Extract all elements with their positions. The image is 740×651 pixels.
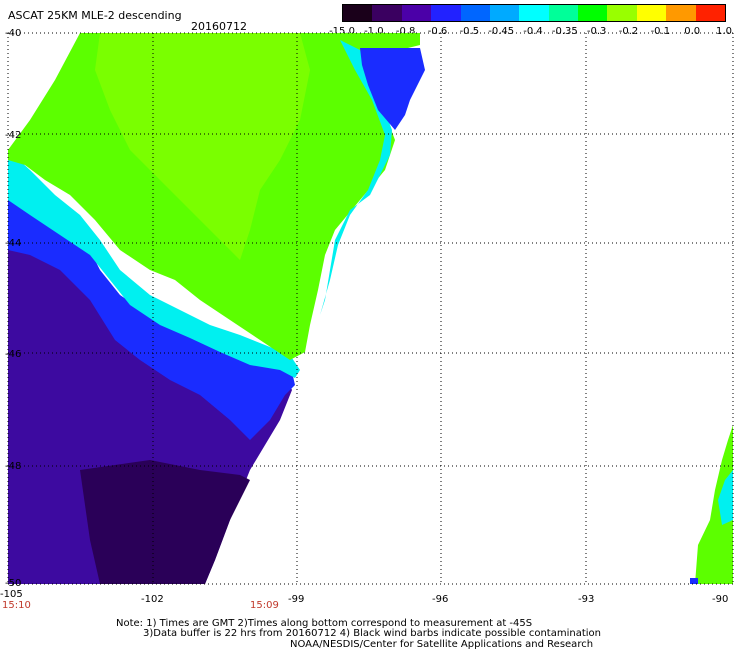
swath-dark-region — [80, 460, 250, 584]
right-swath-blue — [690, 578, 698, 584]
lon-label-93: -93 — [578, 594, 595, 605]
note-line-3: NOAA/NESDIS/Center for Satellite Applica… — [290, 639, 594, 650]
lat-label-44: -44 — [5, 238, 22, 249]
colorbar-tick-label: -0.2 — [618, 26, 639, 37]
right-swath-cyan — [718, 470, 733, 525]
colorbar-segment — [578, 5, 608, 21]
colorbar-tick-label: -0.8 — [395, 26, 416, 37]
colorbar-tick-label: -0.5 — [459, 26, 480, 37]
note-line-2: 3)Data buffer is 22 hrs from 20160712 4)… — [143, 628, 601, 639]
swath-blue-region — [8, 165, 295, 440]
colorbar-tick-label: -0.45 — [488, 26, 515, 37]
colorbar-tick-label: -0.1 — [650, 26, 671, 37]
colorbar-tick-label: -0.35 — [551, 26, 578, 37]
lon-label-99: -99 — [288, 594, 305, 605]
colorbar-segment — [519, 5, 550, 21]
colorbar-segment — [607, 5, 638, 21]
map-title: ASCAT 25KM MLE-2 descending — [8, 9, 182, 22]
colorbar-segment — [431, 5, 462, 21]
lat-label-48: -48 — [5, 461, 22, 472]
swath-cyan-edge — [320, 40, 392, 315]
colorbar — [342, 4, 726, 22]
colorbar-tick-label: -0.4 — [523, 26, 543, 37]
map-date: 20160712 — [191, 20, 247, 33]
colorbar-segment — [666, 5, 697, 21]
swath-layer — [8, 33, 733, 584]
swath-corner-purple — [360, 48, 425, 130]
lat-label-46: -46 — [5, 349, 22, 360]
colorbar-segment — [636, 5, 667, 21]
colorbar-tick-label: -0.6 — [427, 26, 448, 37]
note-line-1: Note: 1) Times are GMT 2)Times along bot… — [116, 618, 533, 629]
colorbar-segment — [460, 5, 491, 21]
swath-highlight — [95, 33, 310, 260]
colorbar-segment — [401, 5, 432, 21]
lat-label-40: -40 — [5, 28, 22, 39]
colorbar-segment — [372, 5, 403, 21]
lon-label-105: -105 — [0, 589, 23, 600]
lon-label-96: -96 — [432, 594, 449, 605]
colorbar-tick-label: -0.3 — [586, 26, 607, 37]
lat-lon-grid — [7, 32, 734, 585]
right-swath-green — [695, 425, 733, 584]
lat-label-50: -50 — [5, 578, 22, 589]
time-label-left: 15:10 — [2, 600, 31, 611]
colorbar-ticks: -15.0 -1.0 -0.8 -0.6 -0.5 -0.45 -0.4 -0.35 -0.3-… — [329, 26, 732, 38]
colorbar-tick-label: 1.0 — [716, 26, 732, 37]
colorbar-segment — [548, 5, 579, 21]
colorbar-segment — [489, 5, 520, 21]
lon-label-90: -90 — [712, 594, 729, 605]
swath-cyan-region — [8, 150, 300, 378]
lat-label-42: -42 — [5, 130, 22, 141]
colorbar-tick-label: -15.0 — [329, 26, 355, 37]
colorbar-segment — [695, 5, 726, 21]
lon-label-102: -102 — [141, 594, 164, 605]
colorbar-tick-label: 0.0 — [684, 26, 701, 37]
colorbar-tick-label: -1.0 — [364, 26, 384, 37]
colorbar-segment — [343, 5, 373, 21]
time-label-mid: 15:09 — [250, 600, 279, 611]
